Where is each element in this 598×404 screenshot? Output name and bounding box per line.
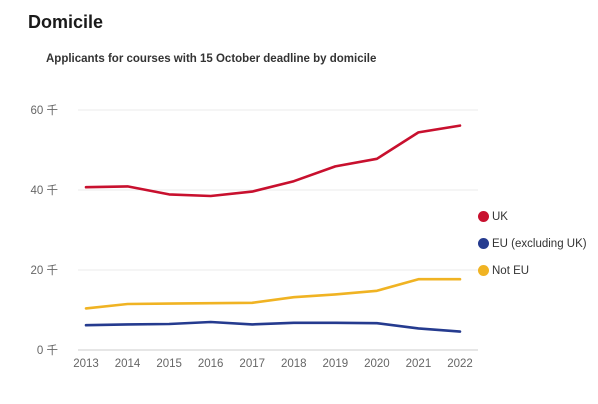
x-tick-label: 2013 (73, 358, 99, 370)
series-line (84, 277, 462, 310)
x-tick-label: 2017 (239, 358, 265, 370)
y-tick-label: 60 千 (31, 104, 59, 117)
x-tick-label: 2016 (198, 358, 224, 370)
x-tick-label: 2015 (156, 358, 182, 370)
section-title: Domicile (28, 12, 104, 32)
y-axis-ticks: 0 千 20 千 40 千 60 千 (31, 104, 59, 357)
x-axis-ticks: 2013 2014 2015 2016 2017 2018 2019 2020 2021 2022 (73, 358, 473, 370)
y-tick-label: 40 千 (31, 184, 59, 197)
legend-item[interactable]: EU (excluding UK) (478, 230, 587, 257)
legend-label: Not EU (492, 264, 530, 277)
series-line (84, 320, 462, 333)
legend-label: EU (excluding UK) (492, 237, 587, 250)
legend-color-dot (478, 265, 489, 276)
legend-item[interactable]: Not EU (478, 257, 587, 284)
x-tick-label: 2022 (447, 358, 473, 370)
series-lines (84, 124, 462, 333)
x-tick-label: 2020 (364, 358, 390, 370)
legend: UK EU (excluding UK) Not EU (478, 203, 587, 284)
x-tick-label: 2014 (115, 358, 141, 370)
legend-item[interactable]: UK (478, 203, 587, 230)
grid-lines (78, 109, 478, 351)
y-tick-label: 0 千 (37, 344, 58, 357)
legend-color-dot (478, 238, 489, 249)
x-tick-label: 2021 (406, 358, 432, 370)
series-line (84, 124, 462, 198)
x-tick-label: 2019 (323, 358, 349, 370)
x-tick-label: 2018 (281, 358, 307, 370)
y-tick-label: 20 千 (31, 264, 59, 277)
chart-title: Applicants for courses with 15 October d… (46, 53, 377, 65)
legend-color-dot (478, 211, 489, 222)
legend-label: UK (492, 210, 508, 223)
